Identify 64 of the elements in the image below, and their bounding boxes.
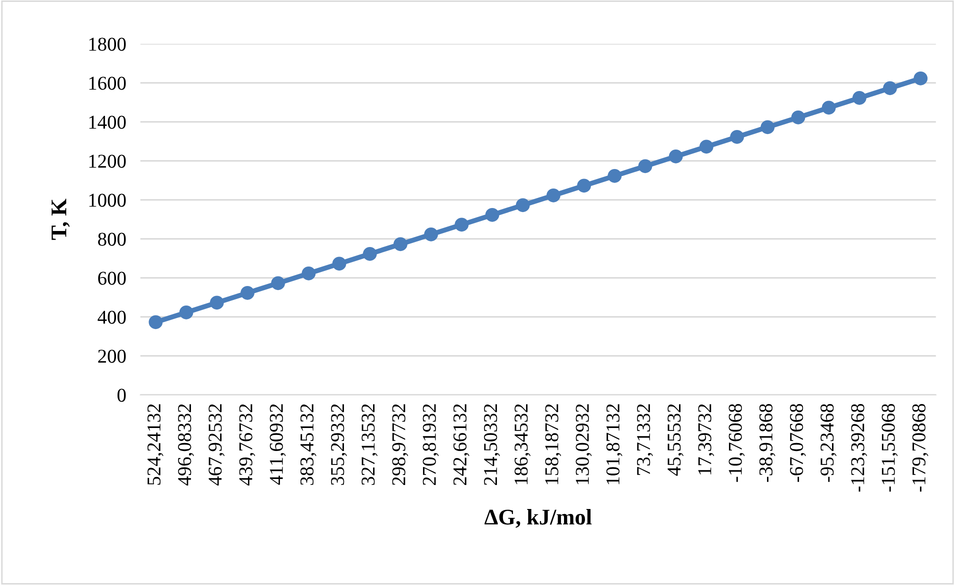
x-tick-label: 327,13532 <box>362 404 378 485</box>
x-tick-label: 496,08332 <box>178 404 194 486</box>
x-tick-label: 524,24132 <box>147 404 164 485</box>
point <box>179 305 194 320</box>
x-tick-label: 17,39732 <box>698 404 714 474</box>
x-tick-label: 214,50332 <box>484 404 500 485</box>
point <box>210 296 224 310</box>
point <box>240 286 254 300</box>
x-tick-label: 242,66132 <box>453 404 470 485</box>
x-tick-label: 270,81932 <box>422 404 439 485</box>
point <box>362 246 377 261</box>
y-tick-label: 400 <box>98 310 126 324</box>
point <box>302 266 316 280</box>
point <box>730 130 744 144</box>
x-tick-label: 411,60932 <box>270 404 286 485</box>
x-tick-label: 355,29332 <box>331 404 347 485</box>
x-tick-label: 467,92532 <box>208 404 225 486</box>
point <box>332 256 346 271</box>
y-tick-label: 1200 <box>89 154 126 168</box>
point <box>424 227 438 242</box>
x-tick-label: 45,55532 <box>668 404 684 476</box>
point <box>699 140 714 154</box>
y-tick-label: 800 <box>98 232 126 246</box>
point <box>394 237 408 252</box>
point <box>914 71 928 86</box>
point <box>546 188 560 202</box>
point <box>485 208 500 222</box>
x-tick-label: 383,45132 <box>300 404 316 485</box>
x-tick-label: 73,71332 <box>637 404 653 475</box>
x-tick-label: 186,34532 <box>514 404 531 484</box>
point <box>516 198 530 212</box>
x-tick-label: -95,23468 <box>820 404 836 482</box>
point <box>668 149 683 164</box>
x-tick-label: -67,07668 <box>790 404 806 482</box>
x-tick-label: -123,39268 <box>851 404 868 492</box>
x-tick-label: 298,97732 <box>392 404 408 485</box>
point <box>577 178 591 193</box>
y-tick-label: 1800 <box>89 38 126 51</box>
point <box>791 110 806 124</box>
point <box>148 315 163 330</box>
point <box>638 159 652 174</box>
y-tick-label: 200 <box>98 350 126 363</box>
point <box>883 81 897 96</box>
y-tick-label: 1600 <box>89 76 126 90</box>
y-axis-title: T, K <box>52 198 70 240</box>
x-tick-label: -38,91868 <box>759 404 776 482</box>
y-tick-label: 600 <box>98 272 126 285</box>
point <box>822 100 836 115</box>
x-tick-label: -179,70868 <box>912 404 928 492</box>
y-tick-label: 1000 <box>89 194 126 207</box>
point <box>608 168 622 183</box>
x-tick-label: 130,02932 <box>576 404 592 484</box>
point <box>454 218 469 232</box>
point <box>760 120 775 134</box>
point <box>271 276 286 290</box>
point <box>852 90 866 105</box>
x-axis-title: ΔG, kJ/mol <box>484 508 592 528</box>
x-tick-label: 101,87132 <box>606 404 622 484</box>
y-tick-label: 0 <box>118 388 126 402</box>
x-tick-label: 439,76732 <box>239 404 256 486</box>
x-tick-label: 158,18732 <box>545 404 562 484</box>
y-tick-label: 1400 <box>89 116 126 129</box>
x-tick-label: -151,55068 <box>882 404 898 492</box>
x-tick-label: -10,76068 <box>728 404 745 482</box>
